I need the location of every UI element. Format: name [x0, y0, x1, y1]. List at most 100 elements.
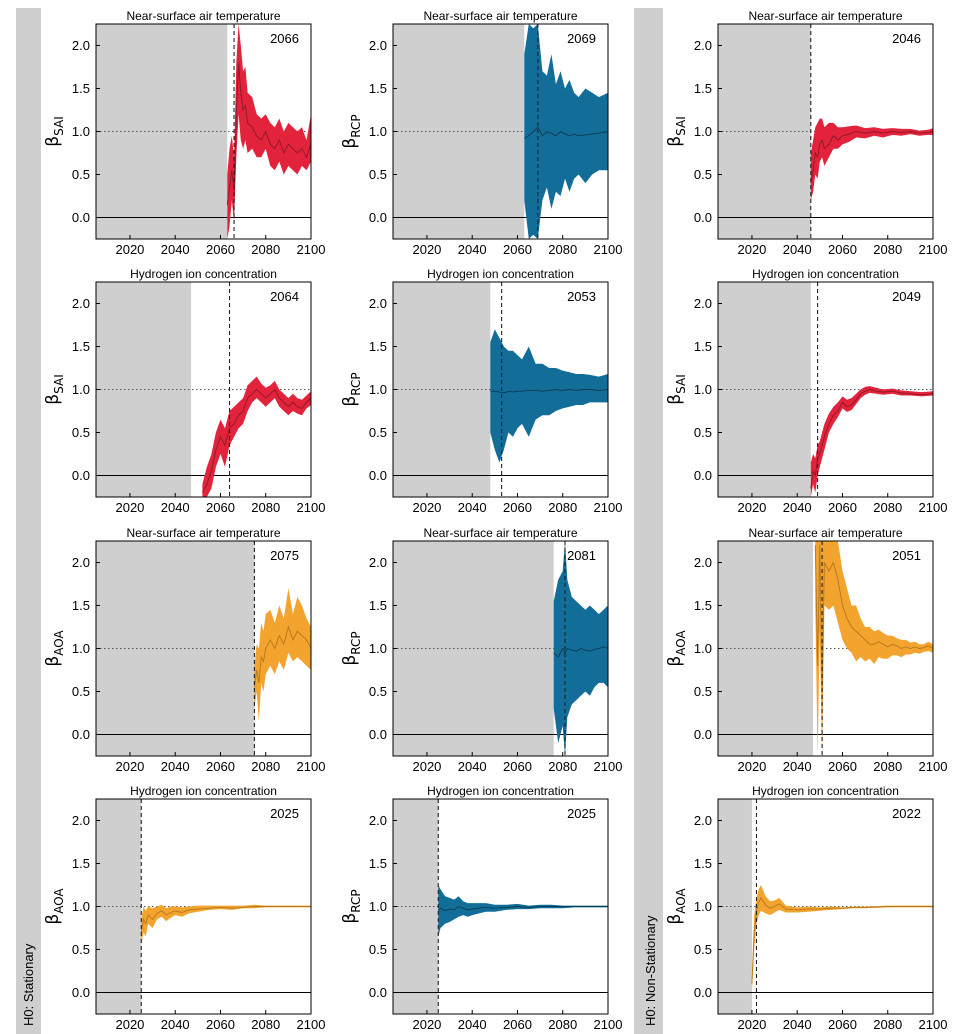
chart-panel-11: 0.0 0.5 1.0 1.5 2.0 2020 2040 2060 2080 2100 Hydro… — [340, 784, 622, 1032]
mean-line — [814, 545, 933, 692]
y-tick-label: 2.0 — [369, 555, 387, 570]
y-tick-label: 1.5 — [694, 81, 712, 96]
y-axis-label-subscript: AOA — [674, 630, 688, 656]
shaded-region — [96, 282, 192, 497]
x-tick-label: 2080 — [251, 500, 280, 515]
x-tick-label: 2100 — [594, 500, 623, 515]
y-tick-label: 0.5 — [694, 684, 712, 699]
y-tick-label: 0.5 — [369, 425, 387, 440]
x-tick-label: 2080 — [251, 759, 280, 774]
plot-body — [96, 24, 311, 239]
panel-title: Hydrogen ion concentration — [752, 267, 899, 281]
confidence-band — [490, 329, 608, 463]
y-tick-label: 0.0 — [694, 468, 712, 483]
plot-body — [96, 541, 311, 756]
panel-title: Near-surface air temperature — [748, 526, 902, 540]
x-tick-label: 2080 — [548, 1017, 577, 1032]
x-tick-label: 2040 — [783, 759, 812, 774]
x-tick-label: 2020 — [115, 759, 144, 774]
panel-title: Near-surface air temperature — [423, 526, 577, 540]
y-axis-label: βSAI — [43, 116, 66, 146]
y-axis-label: βRCP — [340, 889, 363, 923]
x-tick-label: 2040 — [783, 242, 812, 257]
y-tick-label: 2.0 — [72, 813, 90, 828]
x-tick-label: 2020 — [737, 242, 766, 257]
panel-title: Near-surface air temperature — [126, 9, 280, 23]
y-axis-label: βRCP — [340, 114, 363, 148]
year-label: 2066 — [270, 31, 299, 46]
year-label: 2025 — [567, 806, 596, 821]
x-tick-label: 2060 — [206, 500, 235, 515]
x-tick-label: 2060 — [503, 500, 532, 515]
y-tick-label: 0.5 — [369, 684, 387, 699]
x-tick-label: 2080 — [251, 1017, 280, 1032]
mean-line — [751, 897, 933, 984]
y-tick-label: 1.5 — [369, 339, 387, 354]
x-tick-label: 2060 — [828, 1017, 857, 1032]
shaded-region — [96, 24, 228, 239]
x-tick-label: 2100 — [297, 1017, 326, 1032]
y-tick-label: 1.5 — [72, 856, 90, 871]
mean-line — [226, 62, 311, 205]
plot-body — [393, 282, 608, 497]
y-axis-label-subscript: RCP — [349, 114, 363, 137]
x-tick-label: 2080 — [873, 500, 902, 515]
y-tick-label: 1.5 — [72, 339, 90, 354]
x-tick-label: 2080 — [873, 242, 902, 257]
y-tick-label: 1.0 — [72, 899, 90, 914]
y-tick-label: 0.0 — [369, 985, 387, 1000]
y-axis-label-subscript: SAI — [674, 374, 688, 394]
x-tick-label: 2040 — [161, 500, 190, 515]
sidebar-label-stationary: H0: Stationary — [21, 943, 36, 1026]
y-axis-label: βRCP — [340, 631, 363, 665]
x-tick-label: 2100 — [594, 1017, 623, 1032]
y-tick-label: 0.0 — [369, 468, 387, 483]
x-tick-label: 2060 — [206, 242, 235, 257]
x-tick-label: 2080 — [873, 1017, 902, 1032]
panel-title: Hydrogen ion concentration — [752, 784, 899, 798]
x-tick-label: 2040 — [458, 242, 487, 257]
x-tick-label: 2020 — [115, 1017, 144, 1032]
shaded-region — [718, 282, 811, 497]
chart-panel-7: 0.0 0.5 1.0 1.5 2.0 2020 2040 2060 2080 2100 Near-… — [43, 526, 325, 774]
y-tick-label: 0.5 — [72, 167, 90, 182]
x-tick-label: 2040 — [458, 759, 487, 774]
x-tick-label: 2060 — [206, 759, 235, 774]
y-tick-label: 0.0 — [369, 727, 387, 742]
panel-grid: 0.0 0.5 1.0 1.5 2.0 2020 2040 2060 2080 2100 Near-… — [43, 9, 947, 1032]
y-tick-label: 1.5 — [369, 598, 387, 613]
shaded-region — [393, 24, 525, 239]
x-tick-label: 2040 — [783, 1017, 812, 1032]
x-tick-label: 2100 — [594, 759, 623, 774]
y-axis-label-symbol: β — [665, 136, 685, 147]
plot-body — [718, 24, 933, 239]
x-tick-label: 2100 — [297, 500, 326, 515]
y-tick-label: 2.0 — [369, 296, 387, 311]
y-tick-label: 2.0 — [694, 38, 712, 53]
y-axis-label: βAOA — [43, 630, 66, 667]
y-axis-label-symbol: β — [340, 913, 360, 924]
y-tick-label: 0.5 — [694, 942, 712, 957]
y-axis-label: βAOA — [665, 630, 688, 667]
plot-body — [718, 799, 933, 1014]
y-tick-label: 1.0 — [72, 124, 90, 139]
y-tick-label: 0.0 — [72, 468, 90, 483]
chart-panel-2: 0.0 0.5 1.0 1.5 2.0 2020 2040 2060 2080 2100 Near-… — [340, 9, 622, 257]
y-tick-label: 0.5 — [369, 167, 387, 182]
x-tick-label: 2100 — [919, 1017, 948, 1032]
panel-title: Hydrogen ion concentration — [130, 784, 277, 798]
y-tick-label: 1.5 — [694, 598, 712, 613]
y-axis-label-symbol: β — [43, 656, 63, 667]
year-label: 2075 — [270, 548, 299, 563]
y-tick-label: 0.5 — [694, 425, 712, 440]
confidence-band — [254, 588, 311, 722]
y-tick-label: 0.0 — [694, 985, 712, 1000]
mean-line — [253, 625, 311, 688]
chart-panel-5: 0.0 0.5 1.0 1.5 2.0 2020 2040 2060 2080 2100 Hydro… — [340, 267, 622, 515]
y-tick-label: 0.5 — [694, 167, 712, 182]
y-axis-label: βSAI — [43, 374, 66, 404]
plot-body — [96, 282, 311, 497]
x-tick-label: 2100 — [297, 759, 326, 774]
panel-title: Hydrogen ion concentration — [427, 267, 574, 281]
